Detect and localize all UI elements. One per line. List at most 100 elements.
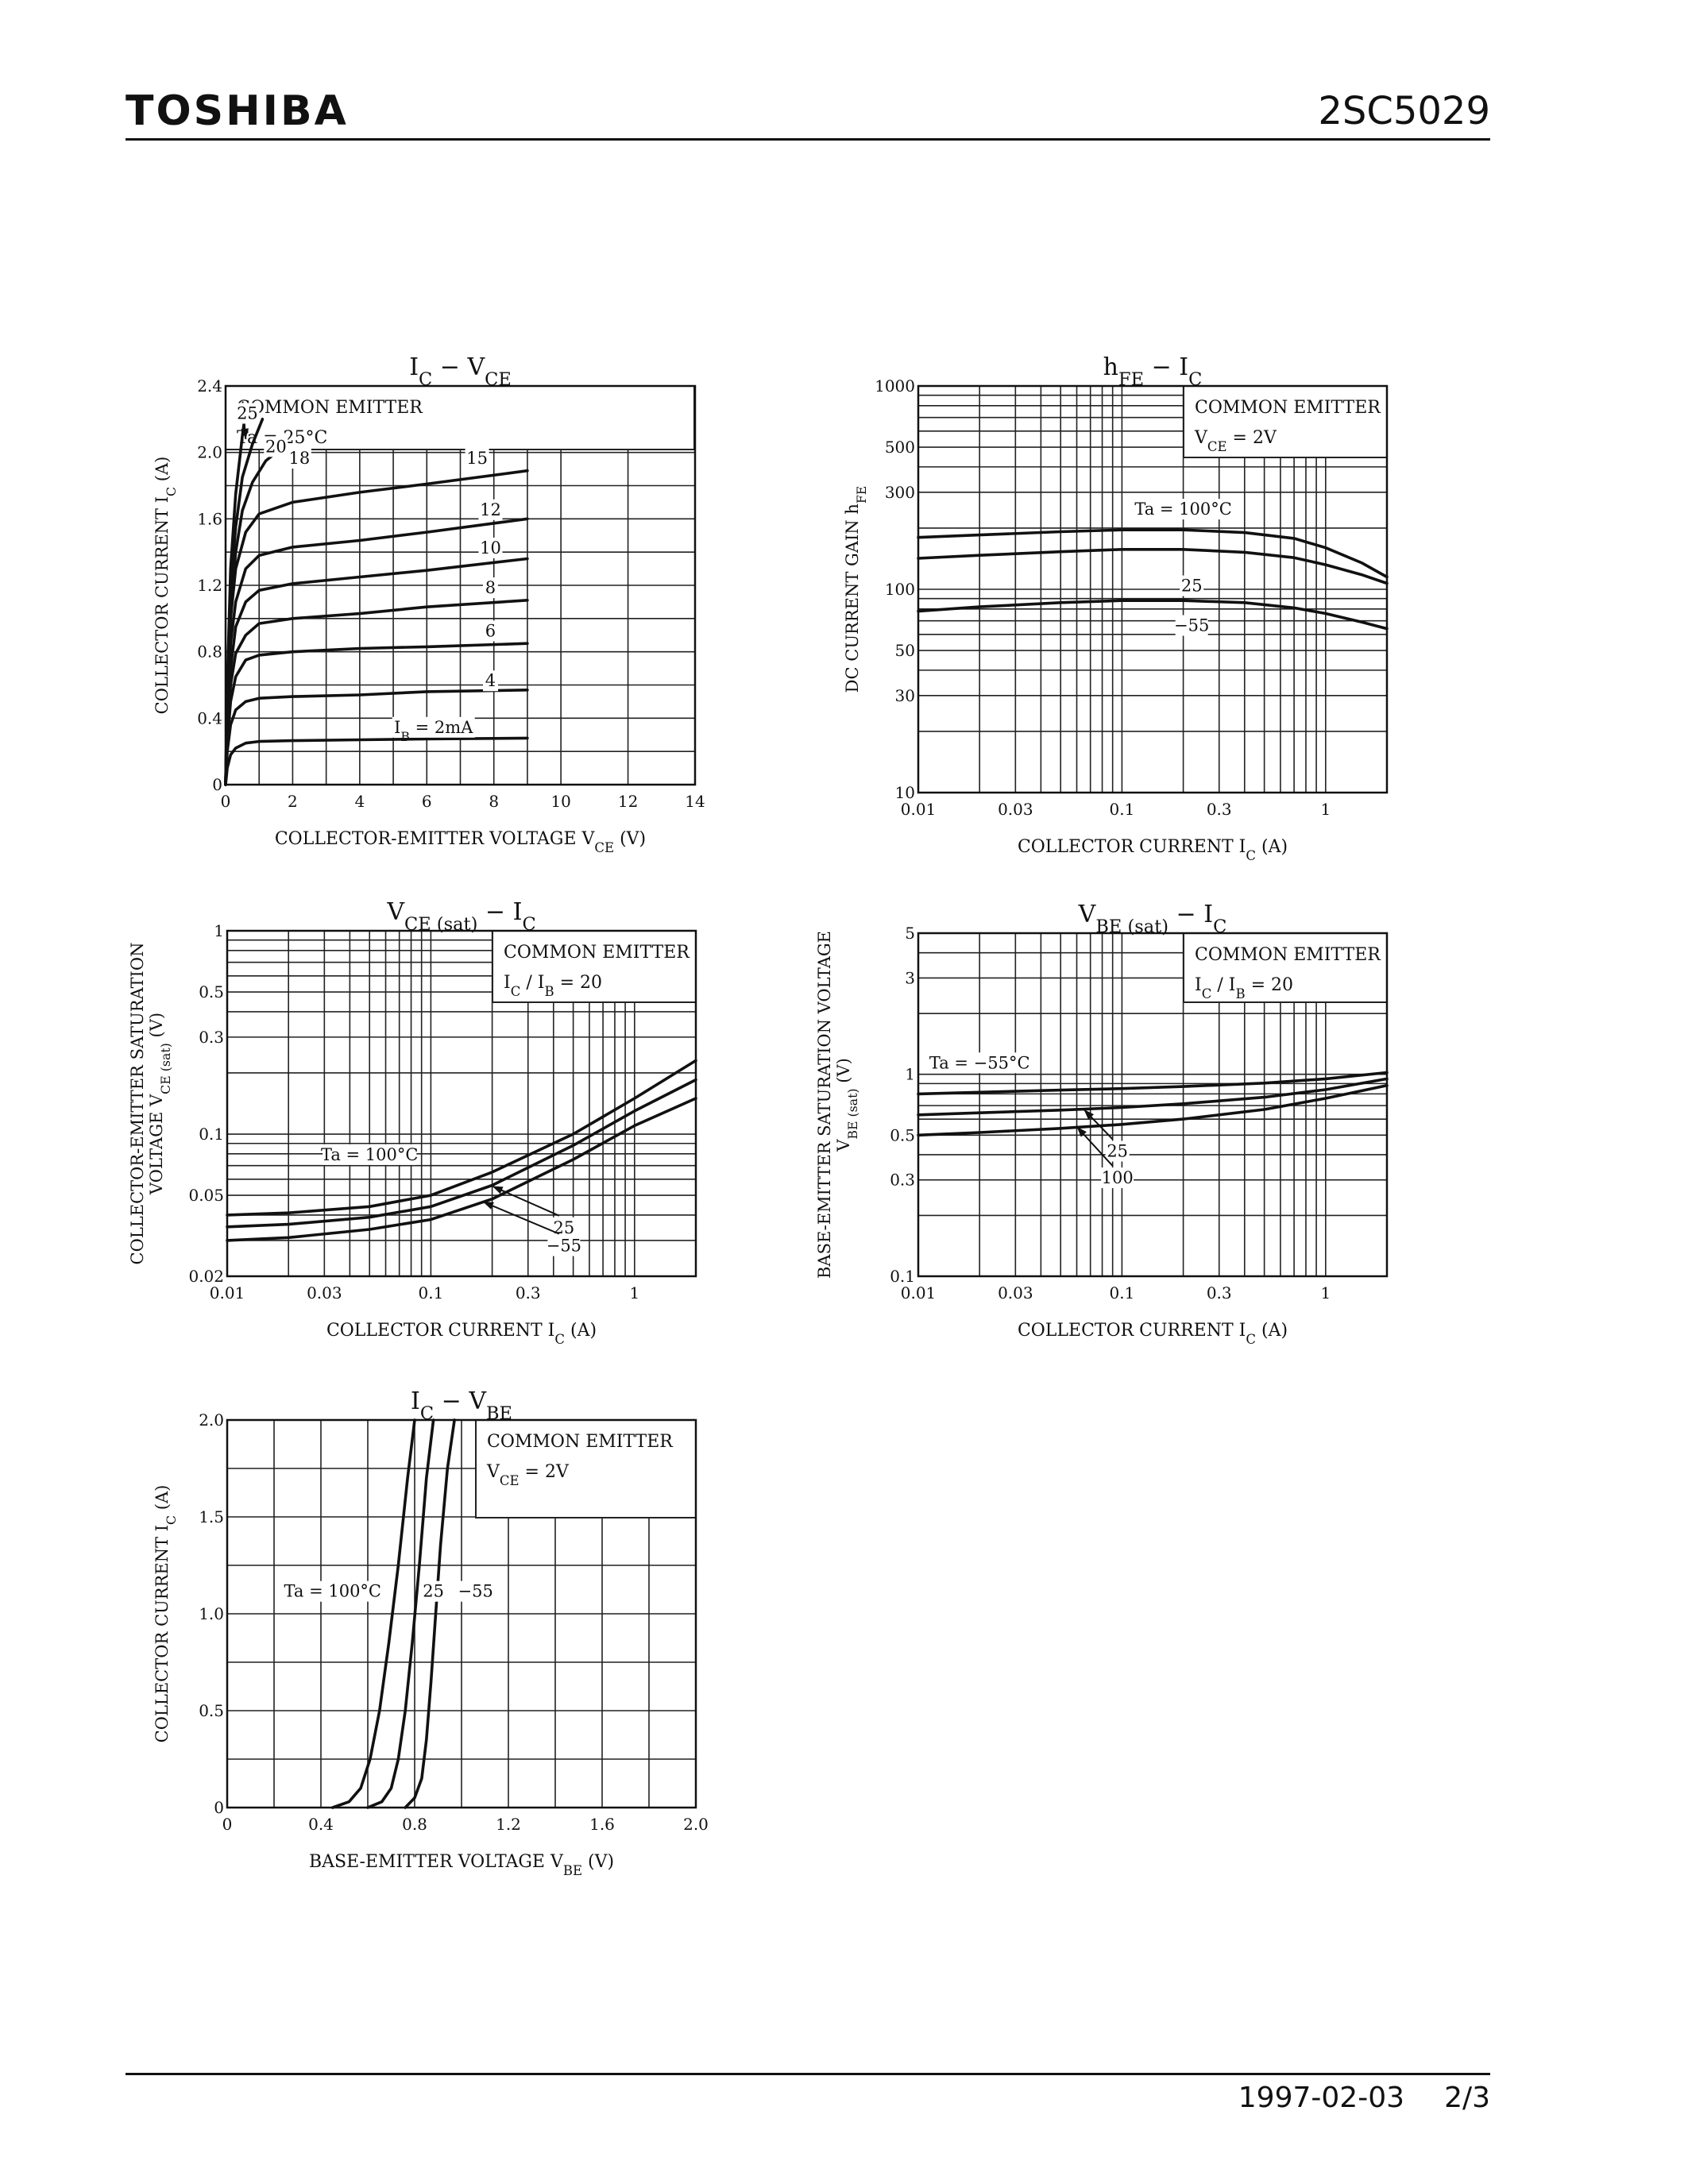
arrowhead bbox=[492, 1186, 504, 1194]
series-line-1 bbox=[366, 1418, 435, 1809]
condition-text: IC / IB = 20 bbox=[504, 973, 602, 999]
x-axis-label: COLLECTOR CURRENT IC (A) bbox=[1018, 837, 1288, 863]
condition-text: COMMON EMITTER bbox=[1195, 945, 1381, 965]
y-axis-label: COLLECTOR-EMITTER SATURATION bbox=[128, 943, 147, 1265]
y-tick-label: 1 bbox=[905, 1065, 915, 1084]
y-tick-label: 0.3 bbox=[199, 1028, 224, 1047]
y-axis-label: DC CURRENT GAIN hFE bbox=[843, 486, 869, 693]
y-tick-label: 0.8 bbox=[197, 642, 222, 662]
series-label: IB = 2mA bbox=[394, 718, 473, 744]
condition-text: COMMON EMITTER bbox=[504, 943, 690, 963]
y-tick-label: 0.1 bbox=[199, 1125, 224, 1144]
label-bg bbox=[1136, 499, 1230, 520]
x-axis-label: BASE-EMITTER VOLTAGE VBE (V) bbox=[309, 1852, 614, 1878]
label-bg bbox=[547, 1235, 581, 1256]
x-tick-label: 2.0 bbox=[683, 1815, 709, 1834]
series-line-1 bbox=[226, 1078, 697, 1229]
x-tick-label: 0.01 bbox=[901, 1283, 937, 1302]
series-label: 8 bbox=[485, 578, 496, 597]
x-tick-label: 0 bbox=[222, 1815, 233, 1834]
x-tick-label: 8 bbox=[489, 792, 499, 811]
chart-title: IC − VCE bbox=[409, 353, 512, 390]
label-bg bbox=[482, 577, 498, 599]
x-tick-label: 0.3 bbox=[1207, 800, 1232, 819]
condition-text: VCE = 2V bbox=[1194, 428, 1277, 454]
label-bg bbox=[459, 1580, 492, 1602]
label-bg bbox=[465, 447, 489, 469]
series-label: −55 bbox=[458, 1582, 493, 1601]
label-bg bbox=[551, 1217, 576, 1238]
y-tick-label: 10 bbox=[895, 783, 915, 802]
plot-frame bbox=[226, 1418, 697, 1809]
series-line-2 bbox=[917, 599, 1389, 631]
series-label: 25 bbox=[1181, 577, 1203, 596]
chart-title: VCE (sat) − IC bbox=[386, 898, 535, 935]
condition-text: COMMON EMITTER bbox=[1195, 398, 1381, 418]
condition-box bbox=[1183, 385, 1388, 458]
series-label: −55 bbox=[1174, 616, 1209, 635]
x-axis-label: COLLECTOR CURRENT IC (A) bbox=[326, 1321, 597, 1347]
chart-ic-vbe: COMMON EMITTER VCE = 2V Ta = 100°C 25 −55 0 0.… bbox=[153, 1387, 709, 1878]
label-bg bbox=[482, 620, 498, 642]
series-line-0 bbox=[226, 1059, 697, 1217]
x-tick-label: 1.6 bbox=[589, 1815, 615, 1834]
y-tick-label: 1.0 bbox=[199, 1604, 224, 1623]
x-tick-label: 0.3 bbox=[1207, 1283, 1232, 1302]
x-tick-label: 12 bbox=[618, 792, 638, 811]
x-tick-label: 2 bbox=[288, 792, 298, 811]
y-tick-label: 0.05 bbox=[188, 1186, 224, 1205]
x-tick-label: 0.03 bbox=[307, 1283, 342, 1302]
brand-logo: TOSHIBA bbox=[126, 87, 349, 135]
x-tick-label: 1.2 bbox=[496, 1815, 521, 1834]
series-label: 15 bbox=[466, 449, 488, 468]
plot-frame bbox=[226, 929, 697, 1278]
y-tick-label: 1.5 bbox=[199, 1507, 224, 1526]
y-tick-label: 0.1 bbox=[890, 1267, 915, 1286]
y-tick-label: 1 bbox=[214, 921, 224, 940]
series-line-6 bbox=[224, 599, 529, 786]
chart-title: VBE (sat) − IC bbox=[1078, 901, 1227, 937]
x-tick-label: 0.4 bbox=[308, 1815, 334, 1834]
series-line-8 bbox=[224, 689, 529, 786]
y-tick-label: 100 bbox=[885, 580, 915, 599]
label-bg bbox=[478, 499, 503, 520]
page-header: TOSHIBA 2SC5029 bbox=[126, 87, 1490, 141]
series-label: 18 bbox=[289, 449, 311, 468]
x-axis-label: COLLECTOR CURRENT IC (A) bbox=[1018, 1321, 1288, 1347]
x-tick-label: 0.03 bbox=[998, 800, 1033, 819]
series-label: Ta = 100°C bbox=[321, 1145, 419, 1164]
series-label: 4 bbox=[485, 671, 496, 690]
x-tick-label: 0.8 bbox=[402, 1815, 427, 1834]
series-line-7 bbox=[224, 642, 529, 786]
condition-text: COMMON EMITTER bbox=[237, 398, 423, 418]
series-label: 10 bbox=[480, 538, 501, 558]
x-tick-label: 6 bbox=[422, 792, 432, 811]
y-tick-label: 500 bbox=[885, 438, 915, 457]
series-label: Ta = 100°C bbox=[284, 1582, 382, 1601]
label-bg bbox=[421, 1580, 446, 1602]
y-tick-label: 0 bbox=[214, 1798, 224, 1817]
arrowhead bbox=[482, 1202, 494, 1210]
series-label: 20 bbox=[265, 437, 287, 456]
series-label: 100 bbox=[1102, 1168, 1134, 1187]
series-line-2 bbox=[917, 1084, 1389, 1137]
y-tick-label: 300 bbox=[885, 483, 915, 502]
y-tick-label: 0.3 bbox=[890, 1171, 915, 1190]
y-tick-label: 50 bbox=[895, 641, 915, 660]
x-tick-label: 0.01 bbox=[210, 1283, 245, 1302]
series-label: 6 bbox=[485, 621, 496, 640]
arrowhead bbox=[1076, 1126, 1087, 1137]
series-label: Ta = 100°C bbox=[1134, 500, 1232, 519]
footer-page-number: 2/3 bbox=[1444, 2082, 1490, 2114]
series-label: 12 bbox=[480, 500, 501, 519]
y-tick-label: 0.02 bbox=[188, 1267, 224, 1286]
plot-frame bbox=[917, 384, 1389, 794]
y-axis-label: COLLECTOR CURRENT IC (A) bbox=[153, 457, 179, 715]
x-tick-label: 0.01 bbox=[901, 800, 937, 819]
y-tick-label: 0.5 bbox=[890, 1125, 915, 1144]
x-tick-label: 1 bbox=[1320, 800, 1331, 819]
plot-frame bbox=[917, 932, 1389, 1278]
y-tick-label: 0.5 bbox=[199, 982, 224, 1001]
y-tick-label: 1.6 bbox=[197, 509, 222, 528]
